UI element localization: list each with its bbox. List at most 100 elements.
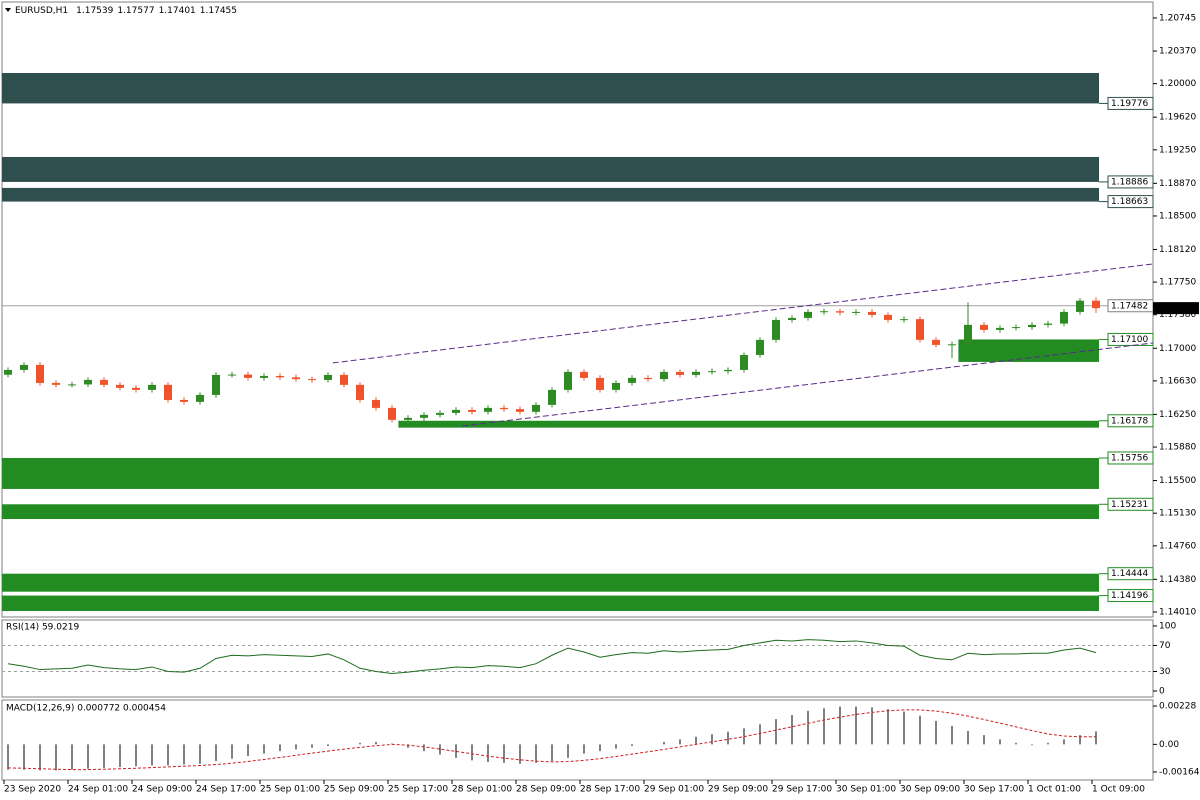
candle-body xyxy=(804,311,812,318)
candle-body xyxy=(260,375,268,378)
candle-body xyxy=(612,382,620,390)
candle-body xyxy=(244,374,252,378)
y-tick-label: 1.17750 xyxy=(1159,278,1196,288)
candle-body xyxy=(948,344,956,346)
candle-body xyxy=(1028,324,1036,328)
candle-body xyxy=(724,369,732,372)
x-tick-label: 23 Sep 2020 xyxy=(4,785,61,795)
candle-body xyxy=(500,407,508,410)
rsi-line xyxy=(7,639,1097,674)
x-tick-label: 30 Sep 09:00 xyxy=(900,785,960,795)
zone-label-box xyxy=(1107,332,1154,346)
candle-body xyxy=(676,371,684,375)
x-tick-label: 24 Sep 17:00 xyxy=(196,785,256,795)
macd-frame xyxy=(1,699,1154,781)
candle-body xyxy=(932,339,940,345)
y-tick-label: 1.20370 xyxy=(1159,47,1196,57)
candle-body xyxy=(340,374,348,385)
candle-body xyxy=(708,371,716,373)
candle-body xyxy=(356,384,364,400)
y-tick-label: 1.14010 xyxy=(1159,607,1196,617)
candle-body xyxy=(580,371,588,378)
candle-body xyxy=(388,407,396,420)
y-tick-label: 1.15130 xyxy=(1159,509,1196,519)
y-tick-label: 1.20745 xyxy=(1159,13,1196,23)
x-tick-label: 29 Sep 09:00 xyxy=(708,785,768,795)
y-tick-label: 1.18120 xyxy=(1159,245,1196,255)
candle-body xyxy=(692,371,700,375)
header-part: 1.17539 xyxy=(76,6,113,16)
candle-body xyxy=(180,399,188,402)
rsi-tick-label: 30 xyxy=(1159,667,1171,677)
candle-body xyxy=(324,374,332,380)
y-tick-label: 1.17000 xyxy=(1159,344,1196,354)
candle-body xyxy=(52,382,60,385)
candle-body xyxy=(980,324,988,330)
candle-body xyxy=(548,389,556,405)
rsi-frame xyxy=(1,619,1154,698)
zone xyxy=(2,504,1099,520)
candle-body xyxy=(36,364,44,383)
x-tick-label: 29 Sep 01:00 xyxy=(644,785,704,795)
y-tick-label: 1.14760 xyxy=(1159,541,1196,551)
macd-tick-label: 0.00 xyxy=(1159,740,1179,750)
zone-label: 1.18886 xyxy=(1111,177,1148,187)
rsi-tick-label: 100 xyxy=(1159,621,1176,631)
macd-tick-label: -0.00164 xyxy=(1159,767,1200,777)
candle-body xyxy=(628,377,636,383)
header-part: 1.17401 xyxy=(159,6,196,16)
zone xyxy=(2,72,1099,104)
zone-label: 1.14196 xyxy=(1111,591,1148,601)
zone-label: 1.18663 xyxy=(1111,197,1148,207)
x-tick-label: 29 Sep 17:00 xyxy=(772,785,832,795)
macd-title: MACD(12,26,9) 0.000772 0.000454 xyxy=(6,704,166,714)
candle-body xyxy=(884,314,892,320)
zone-label-box xyxy=(1107,589,1154,603)
zone-label-box xyxy=(1107,414,1154,428)
candle-body xyxy=(852,311,860,313)
candle-body xyxy=(644,377,652,380)
candle-body xyxy=(788,317,796,320)
zone-label: 1.14444 xyxy=(1111,569,1148,579)
y-tick-label: 1.15880 xyxy=(1159,443,1196,453)
zone-label: 1.15756 xyxy=(1111,453,1148,463)
candle-body xyxy=(452,409,460,413)
x-tick-label: 28 Sep 17:00 xyxy=(580,785,640,795)
menu-triangle[interactable] xyxy=(5,8,11,12)
zone-label-box xyxy=(1107,567,1154,581)
candle-body xyxy=(468,409,476,412)
zone xyxy=(2,573,1099,592)
header-part: 1.17455 xyxy=(200,6,237,16)
x-tick-label: 1 Oct 09:00 xyxy=(1092,785,1145,795)
candle-body xyxy=(4,369,12,375)
zone-label-box xyxy=(1107,175,1154,189)
zone-label-box xyxy=(1107,195,1154,209)
y-tick-label: 1.20000 xyxy=(1159,79,1196,89)
candle-body xyxy=(964,324,972,345)
macd-signal xyxy=(7,709,1097,771)
candle-body xyxy=(100,379,108,385)
x-tick-label: 25 Sep 09:00 xyxy=(324,785,384,795)
x-tick-label: 30 Sep 17:00 xyxy=(964,785,1024,795)
candle-body xyxy=(68,384,76,386)
x-tick-label: 25 Sep 01:00 xyxy=(260,785,320,795)
candle-body xyxy=(820,311,828,313)
bid-label: 1.17455 xyxy=(1157,304,1194,314)
candle-body xyxy=(132,387,140,390)
zone-label: 1.17100 xyxy=(1111,335,1148,345)
rsi-tick-label: 0 xyxy=(1159,687,1165,697)
zone-label-box xyxy=(1107,451,1154,465)
rsi-title: RSI(14) 59.0219 xyxy=(6,623,79,633)
x-tick-label: 25 Sep 17:00 xyxy=(388,785,448,795)
candle-body xyxy=(900,319,908,321)
zone-label: 1.19776 xyxy=(1111,99,1148,109)
candle-body xyxy=(292,377,300,380)
zone-label: 1.15231 xyxy=(1111,500,1148,510)
price-line-label: 1.17482 xyxy=(1111,301,1148,311)
y-tick-label: 1.14380 xyxy=(1159,575,1196,585)
y-tick-label: 1.16630 xyxy=(1159,376,1196,386)
candle-body xyxy=(596,377,604,390)
candle-body xyxy=(308,379,316,381)
y-tick-label: 1.16250 xyxy=(1159,410,1196,420)
